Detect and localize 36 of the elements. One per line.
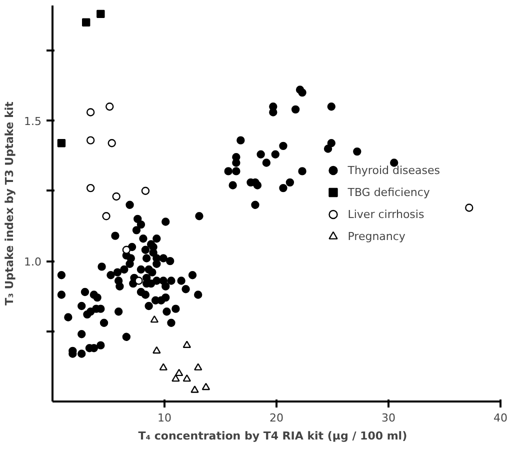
point [102,212,110,220]
point [82,18,90,26]
point [86,184,95,192]
point [465,204,474,212]
point [57,139,66,148]
y-tick-label: 1.5 [24,115,42,128]
legend-label: Pregnancy [348,230,406,242]
y-tick-label: 1.0 [24,256,42,269]
point [182,374,191,382]
legend-label: Thyroid diseases [348,164,440,176]
y-axis-title: T₃ Uptake index by T3 Uptake kit [3,102,16,306]
point [141,186,150,195]
point [106,102,114,111]
x-tick-label: 40 [494,412,508,424]
point [190,386,199,393]
x-tick-label: 10 [158,412,172,424]
x-tick-label: 20 [270,412,284,424]
point [150,315,159,323]
point [122,246,131,254]
point [182,340,191,348]
point [112,192,120,201]
point [202,382,210,390]
x-tick-label: 30 [382,412,396,424]
point [86,136,95,144]
point [96,10,105,18]
point [86,108,95,116]
point [174,368,184,376]
point [194,363,202,370]
point [108,139,116,148]
point [152,346,161,354]
point [159,363,168,370]
legend-label: TBG deficiency [348,186,430,198]
point [134,276,143,285]
legend-label: Liver cirrhosis [348,208,424,220]
point [172,374,180,382]
x-axis-title: T₄ concentration by T4 RIA kit (μg / 100 ml) [138,430,408,442]
